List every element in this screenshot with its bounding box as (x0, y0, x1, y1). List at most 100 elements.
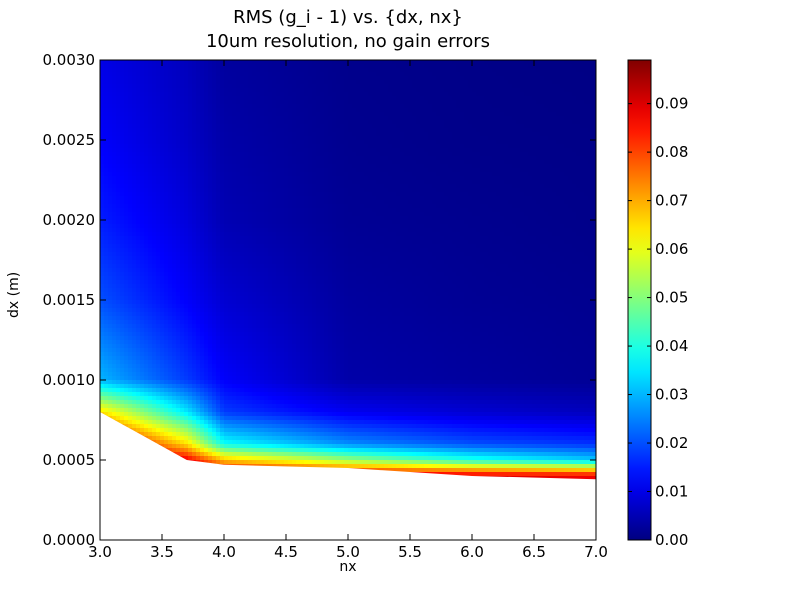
contour-cell (452, 212, 457, 217)
contour-cell (552, 92, 557, 97)
contour-cell (488, 104, 493, 109)
contour-cell (100, 76, 105, 81)
contour-cell (180, 76, 185, 81)
contour-cell (424, 216, 429, 221)
contour-cell (100, 100, 105, 105)
contour-cell (284, 136, 289, 141)
contour-cell (104, 152, 109, 157)
contour-cell (180, 200, 185, 205)
contour-cell (104, 212, 109, 217)
contour-cell (472, 156, 477, 161)
contour-cell (340, 128, 345, 133)
contour-cell (196, 208, 201, 213)
contour-cell (340, 124, 345, 129)
contour-cell (524, 132, 529, 137)
contour-cell (112, 112, 117, 117)
contour-cell (396, 212, 401, 217)
contour-cell (452, 64, 457, 69)
contour-cell (484, 116, 489, 121)
contour-cell (120, 164, 125, 169)
contour-cell (184, 76, 189, 81)
contour-cell (280, 68, 285, 73)
contour-cell (420, 184, 425, 189)
contour-cell (404, 144, 409, 149)
contour-cell (312, 72, 317, 77)
contour-cell (160, 140, 165, 145)
contour-cell (120, 100, 125, 105)
contour-cell (488, 100, 493, 105)
contour-cell (256, 108, 261, 113)
contour-cell (344, 64, 349, 69)
contour-cell (372, 192, 377, 197)
contour-cell (272, 112, 277, 117)
contour-cell (332, 172, 337, 177)
contour-cell (408, 120, 413, 125)
contour-cell (232, 88, 237, 93)
contour-cell (484, 84, 489, 89)
contour-cell (396, 152, 401, 157)
contour-cell (248, 208, 253, 213)
contour-cell (288, 144, 293, 149)
contour-cell (280, 184, 285, 189)
contour-cell (204, 204, 209, 209)
contour-cell (528, 76, 533, 81)
contour-cell (552, 156, 557, 161)
contour-cell (564, 128, 569, 133)
contour-cell (312, 88, 317, 93)
contour-cell (504, 104, 509, 109)
contour-cell (284, 68, 289, 73)
contour-cell (232, 184, 237, 189)
contour-cell (188, 68, 193, 73)
contour-cell (444, 208, 449, 213)
contour-cell (232, 160, 237, 165)
contour-cell (556, 72, 561, 77)
contour-cell (352, 204, 357, 209)
contour-cell (520, 216, 525, 221)
contour-cell (356, 104, 361, 109)
contour-cell (512, 92, 517, 97)
contour-cell (560, 112, 565, 117)
contour-cell (212, 208, 217, 213)
contour-cell (572, 156, 577, 161)
contour-cell (208, 92, 213, 97)
contour-cell (196, 84, 201, 89)
contour-cell (552, 80, 557, 85)
contour-cell (440, 100, 445, 105)
contour-cell (580, 184, 585, 189)
contour-cell (500, 108, 505, 113)
contour-cell (100, 132, 105, 137)
contour-cell (200, 140, 205, 145)
contour-cell (208, 180, 213, 185)
contour-cell (108, 148, 113, 153)
contour-cell (124, 160, 129, 165)
contour-cell (324, 100, 329, 105)
contour-cell (256, 204, 261, 209)
contour-cell (496, 180, 501, 185)
contour-cell (328, 64, 333, 69)
contour-cell (588, 168, 593, 173)
contour-cell (276, 132, 281, 137)
contour-cell (544, 132, 549, 137)
contour-cell (460, 156, 465, 161)
contour-cell (352, 188, 357, 193)
contour-cell (104, 84, 109, 89)
contour-cell (360, 128, 365, 133)
contour-cell (484, 128, 489, 133)
contour-cell (460, 140, 465, 145)
contour-cell (204, 60, 209, 65)
contour-cell (364, 116, 369, 121)
contour-cell (304, 120, 309, 125)
contour-cell (232, 92, 237, 97)
contour-cell (136, 60, 141, 65)
contour-cell (572, 60, 577, 65)
contour-cell (372, 100, 377, 105)
contour-cell (316, 80, 321, 85)
contour-cell (564, 180, 569, 185)
contour-cell (452, 200, 457, 205)
contour-cell (520, 160, 525, 165)
contour-cell (260, 152, 265, 157)
contour-cell (324, 172, 329, 177)
contour-cell (312, 184, 317, 189)
contour-cell (192, 160, 197, 165)
contour-cell (312, 216, 317, 221)
